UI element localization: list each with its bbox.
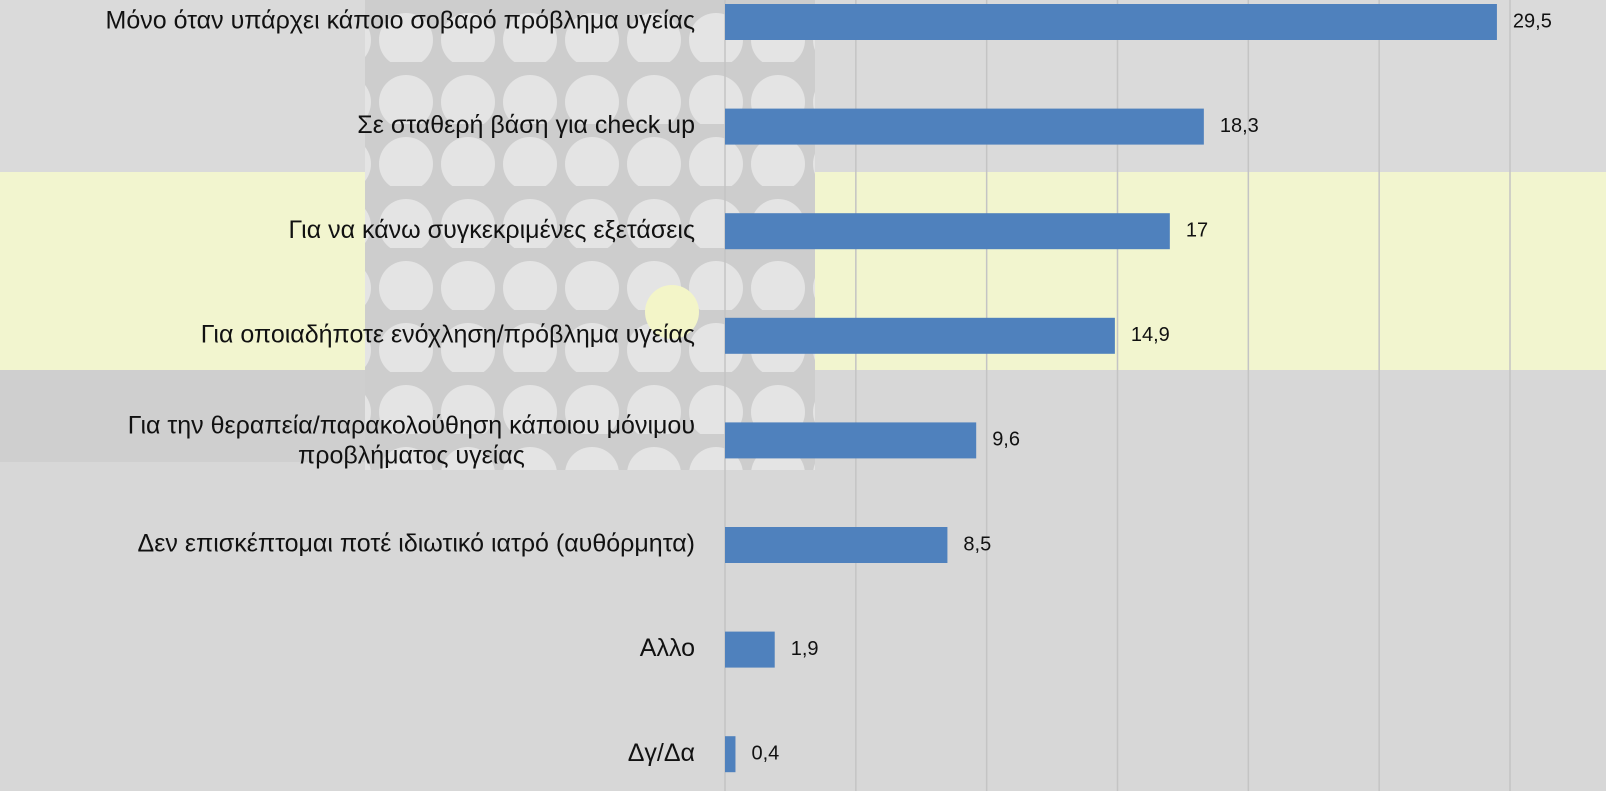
bar — [725, 317, 1115, 354]
value-label: 18,3 — [1220, 115, 1259, 137]
bar — [725, 631, 775, 668]
category-label: Μόνο όταν υπάρχει κάποιο σοβαρό πρόβλημα… — [106, 7, 695, 35]
value-label: 1,9 — [791, 638, 819, 660]
bar — [725, 4, 1497, 40]
category-label: Αλλο — [640, 634, 695, 662]
category-label: Σε σταθερή βάση για check up — [357, 111, 695, 139]
category-label: Δεν επισκέπτομαι ποτέ ιδιωτικό ιατρό (αυ… — [138, 530, 695, 558]
category-label: Για να κάνω συγκεκριμένες εξετάσεις — [288, 216, 695, 244]
value-label: 17 — [1186, 219, 1208, 241]
bar — [725, 422, 977, 459]
bar — [725, 213, 1170, 250]
value-label: 29,5 — [1513, 10, 1552, 32]
category-label: Για οποιαδήποτε ενόχληση/πρόβλημα υγείας — [201, 320, 695, 348]
bar — [725, 736, 736, 773]
value-label: 8,5 — [963, 533, 991, 555]
category-label: Δγ/Δα — [628, 739, 695, 767]
category-label: Για την θεραπεία/παρακολούθηση κάποιου μ… — [128, 411, 695, 469]
value-label: 14,9 — [1131, 324, 1170, 346]
value-label: 0,4 — [751, 742, 779, 764]
bar — [725, 527, 948, 563]
bar — [725, 108, 1204, 145]
value-label: 9,6 — [992, 429, 1020, 451]
